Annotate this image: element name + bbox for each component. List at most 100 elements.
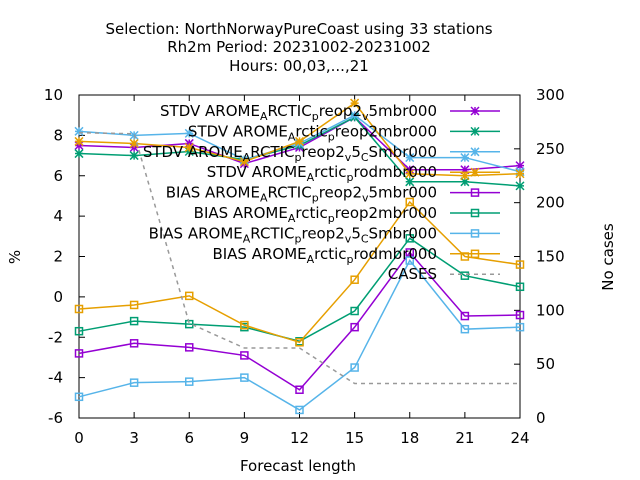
y2-tick-label: 50 bbox=[536, 355, 555, 373]
legend-marker bbox=[470, 208, 480, 218]
data-point bbox=[350, 110, 360, 120]
axes: 0 3 6 9 12 15 18 21 24-6-4-202468100501001502002… bbox=[44, 86, 565, 447]
data-point bbox=[74, 136, 84, 146]
x-tick-label: 24 bbox=[510, 429, 529, 447]
data-point bbox=[185, 377, 194, 386]
data-point bbox=[405, 165, 415, 175]
data-point bbox=[129, 339, 139, 348]
series-line bbox=[78, 251, 521, 391]
data-point bbox=[405, 169, 415, 179]
legend-marker bbox=[470, 147, 480, 157]
legend-label: STDV AROMEARCTICpreop2v5mbr000 bbox=[160, 102, 437, 123]
y-tick-label: -4 bbox=[48, 369, 63, 387]
data-point bbox=[405, 248, 414, 257]
data-point bbox=[460, 177, 470, 187]
series-bias-arome-arctic-prodmbr000 bbox=[74, 197, 525, 347]
data-point bbox=[405, 256, 414, 265]
data-point bbox=[460, 165, 470, 175]
y2-axis-label: No cases bbox=[599, 223, 617, 291]
legend-label: BIAS AROMEArcticpreop2mbr000 bbox=[194, 204, 437, 225]
chart-title-line-1: Selection: NorthNorwayPureCoast using 33… bbox=[105, 20, 492, 38]
legend-marker bbox=[470, 249, 480, 259]
data-point bbox=[515, 181, 525, 191]
data-point bbox=[184, 146, 194, 157]
legend-marker bbox=[470, 167, 480, 177]
data-point bbox=[240, 351, 249, 360]
data-point bbox=[129, 378, 139, 387]
data-point bbox=[295, 338, 304, 347]
data-point bbox=[350, 98, 360, 108]
data-point bbox=[185, 343, 194, 352]
data-point bbox=[515, 161, 525, 171]
x-tick-label: 12 bbox=[290, 429, 309, 447]
data-point bbox=[295, 405, 304, 415]
data-point bbox=[129, 300, 139, 310]
chart-title-line-3: Hours: 00,03,...,21 bbox=[229, 57, 369, 75]
chart-title: Selection: NorthNorwayPureCoast using 33… bbox=[105, 20, 492, 75]
data-point bbox=[405, 177, 415, 187]
legend-entry: BIAS AROMEArcticpreop2mbr000 bbox=[194, 204, 500, 225]
data-point bbox=[460, 153, 470, 163]
legend-entry: STDV AROMEARCTICpreop2v5CSmbr000 bbox=[143, 143, 500, 164]
data-point bbox=[350, 363, 359, 372]
data-point bbox=[74, 149, 84, 159]
legend-label: STDV AROMEArcticpreop2mbr000 bbox=[188, 122, 437, 143]
y2-tick-label: 300 bbox=[536, 86, 565, 104]
legend-label: CASES bbox=[388, 265, 437, 283]
data-point bbox=[239, 157, 249, 167]
data-point bbox=[185, 291, 194, 301]
data-point bbox=[350, 275, 359, 284]
data-point bbox=[515, 282, 525, 292]
data-point bbox=[74, 304, 84, 314]
data-point bbox=[405, 153, 415, 163]
y-tick-label: -6 bbox=[48, 409, 63, 427]
data-point bbox=[515, 322, 525, 332]
legend-label: BIAS AROMEARCTICpreop2v5CSmbr000 bbox=[149, 224, 437, 245]
y-tick-label: 6 bbox=[53, 167, 63, 185]
y-tick-label: 10 bbox=[44, 86, 63, 104]
data-point bbox=[294, 136, 305, 146]
data-point bbox=[74, 326, 84, 336]
data-point bbox=[184, 138, 194, 148]
series-line bbox=[78, 131, 520, 385]
chart-title-line-2: Rh2m Period: 20231002-20231002 bbox=[167, 38, 431, 56]
data-point bbox=[350, 322, 359, 332]
x-tick-label: 21 bbox=[455, 429, 474, 447]
legend-marker bbox=[470, 229, 480, 238]
y2-tick-label: 0 bbox=[536, 409, 546, 427]
series-line bbox=[78, 200, 521, 344]
data-point bbox=[74, 349, 84, 358]
data-point bbox=[129, 151, 139, 161]
y2-tick-label: 100 bbox=[536, 301, 565, 319]
data-point bbox=[350, 306, 359, 316]
data-point bbox=[295, 385, 304, 394]
legend-entry: BIAS AROMEARCTICpreop2v5CSmbr000 bbox=[149, 224, 500, 245]
x-tick-label: 6 bbox=[184, 429, 194, 447]
data-point bbox=[515, 310, 525, 320]
y-tick-label: 4 bbox=[53, 207, 63, 225]
y-tick-label: -2 bbox=[48, 328, 63, 346]
y-axis-label: % bbox=[6, 250, 24, 264]
data-point bbox=[515, 169, 525, 179]
series-line bbox=[78, 259, 521, 411]
y2-tick-label: 200 bbox=[536, 194, 565, 212]
data-point bbox=[184, 142, 194, 153]
legend-marker bbox=[470, 188, 480, 197]
legend-entry: STDV AROMEArcticpreop2mbr000 bbox=[188, 122, 500, 143]
legend-entry: STDV AROMEARCTICpreop2v5mbr000 bbox=[160, 102, 500, 123]
y-tick-label: 0 bbox=[53, 288, 63, 306]
x-tick-label: 15 bbox=[345, 429, 364, 447]
data-point bbox=[460, 271, 470, 280]
data-point bbox=[129, 142, 139, 153]
legend-entry: STDV AROMEArcticprodmbr000 bbox=[207, 163, 500, 184]
x-tick-label: 3 bbox=[129, 429, 139, 447]
legend-label: STDV AROMEArcticprodmbr000 bbox=[207, 163, 437, 184]
y2-tick-label: 150 bbox=[536, 248, 565, 266]
y2-tick-label: 250 bbox=[536, 140, 565, 158]
legend-marker bbox=[470, 126, 480, 136]
legend-marker bbox=[470, 106, 480, 116]
legend-entry: BIAS AROMEArcticprodmbr000 bbox=[212, 245, 500, 266]
x-tick-label: 0 bbox=[74, 429, 84, 447]
data-point bbox=[405, 234, 414, 243]
